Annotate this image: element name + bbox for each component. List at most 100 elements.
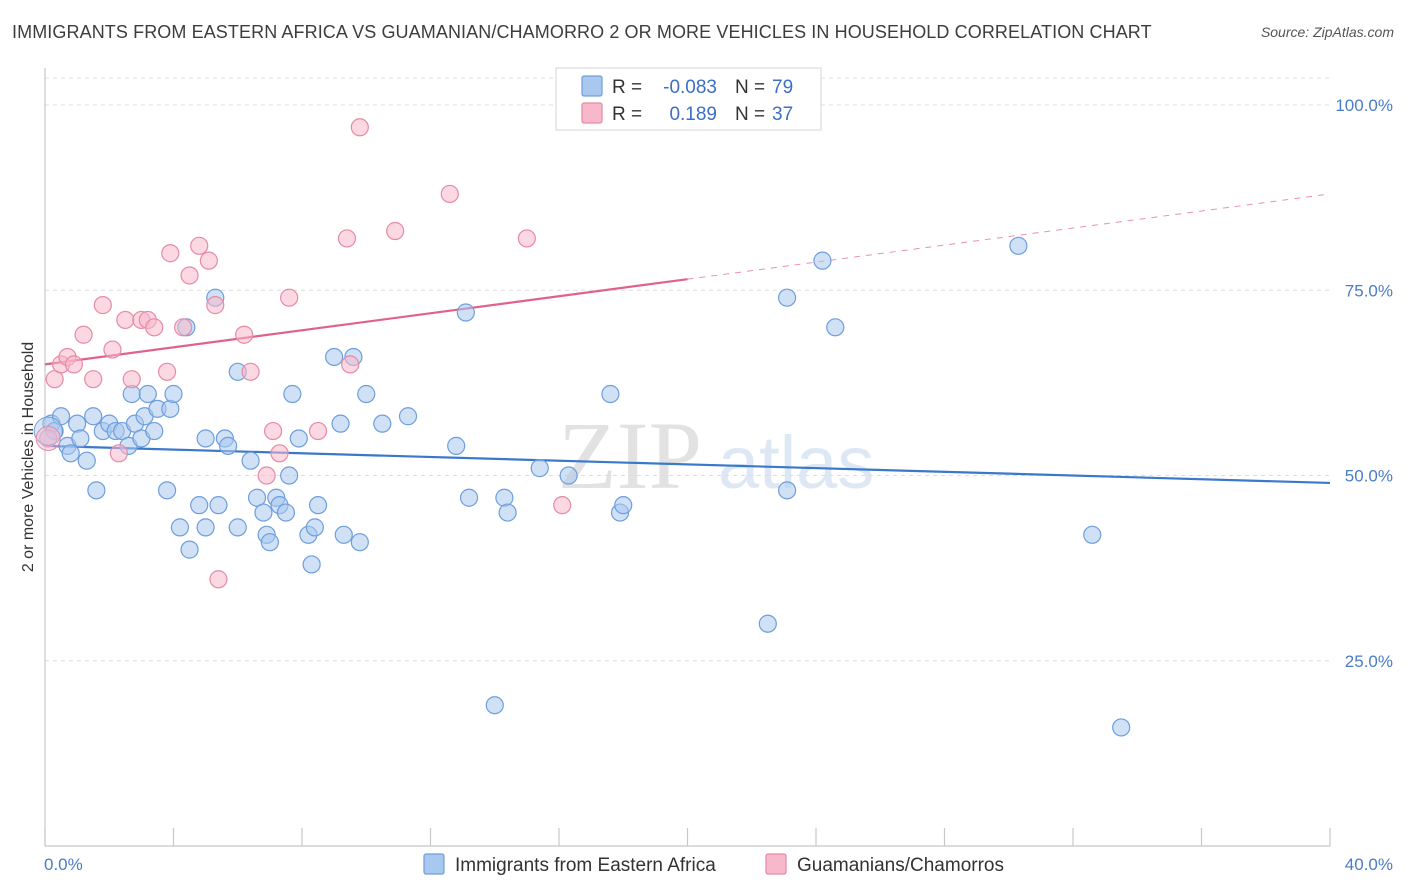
- point-eastern-africa-51: [308, 496, 328, 515]
- y-tick-labels: 100.0% 75.0% 50.0% 25.0%: [1335, 96, 1393, 671]
- legend-r-value-pink: 0.189: [669, 104, 717, 125]
- point-guamanian-17: [174, 318, 193, 337]
- point-eastern-africa-61: [456, 303, 475, 322]
- series-legend-swatch-guamanian: [765, 853, 787, 875]
- point-guamanian-36: [553, 496, 572, 515]
- point-guamanian-10: [116, 310, 135, 330]
- point-guamanian-9: [109, 444, 128, 463]
- chart-title: IMMIGRANTS FROM EASTERN AFRICA VS GUAMAN…: [12, 22, 1152, 42]
- series-legend-label-eastern-africa: Immigrants from Eastern Africa: [455, 855, 716, 876]
- point-eastern-africa-77: [1083, 525, 1102, 544]
- point-eastern-africa-75: [826, 318, 845, 337]
- point-eastern-africa-35: [228, 518, 247, 537]
- point-guamanian-16: [161, 244, 180, 263]
- point-eastern-africa-73: [777, 288, 797, 307]
- point-guamanian-33: [386, 221, 405, 241]
- point-eastern-africa-57: [357, 384, 376, 404]
- point-guamanian-14: [145, 318, 164, 337]
- point-guamanian-18: [180, 266, 199, 285]
- point-guamanian-25: [257, 466, 276, 485]
- data-points: [33, 118, 1131, 737]
- point-eastern-africa-44: [276, 503, 296, 522]
- trend-lines: [44, 193, 1331, 485]
- point-eastern-africa-27: [180, 540, 199, 559]
- trend-line-0: [44, 444, 1331, 485]
- point-guamanian-26: [263, 421, 283, 441]
- point-eastern-africa-28: [190, 496, 209, 515]
- x-tick-label-min: 0.0%: [44, 855, 83, 874]
- point-guamanian-6: [84, 370, 103, 389]
- point-eastern-africa-65: [498, 503, 517, 522]
- legend-r-label-blue: R =: [612, 77, 642, 98]
- legend-r-label-pink: R =: [612, 104, 642, 125]
- point-eastern-africa-62: [459, 488, 479, 507]
- point-eastern-africa-20: [145, 421, 164, 441]
- point-eastern-africa-70: [614, 496, 633, 515]
- point-eastern-africa-37: [241, 451, 260, 470]
- point-guamanian-23: [235, 325, 254, 344]
- correlation-legend: R = -0.083 N = 79 R = 0.189 N = 37: [555, 67, 822, 131]
- point-eastern-africa-8: [84, 407, 103, 426]
- point-eastern-africa-76: [1009, 236, 1028, 255]
- point-eastern-africa-64: [495, 488, 514, 507]
- point-eastern-africa-45: [280, 466, 299, 485]
- point-eastern-africa-54: [334, 525, 353, 544]
- point-eastern-africa-19: [138, 384, 157, 404]
- point-eastern-africa-68: [601, 384, 620, 404]
- point-eastern-africa-24: [164, 384, 183, 404]
- legend-swatch-blue: [581, 75, 603, 97]
- point-eastern-africa-63: [485, 696, 504, 715]
- point-guamanian-27: [270, 444, 289, 463]
- point-eastern-africa-56: [350, 533, 369, 552]
- legend-n-value-pink: 37: [772, 104, 793, 125]
- point-eastern-africa-39: [254, 503, 273, 522]
- point-guamanian-4: [64, 355, 84, 374]
- point-eastern-africa-52: [325, 347, 344, 367]
- y-tick-label-25: 25.0%: [1345, 652, 1393, 671]
- point-eastern-africa-34: [219, 436, 238, 455]
- point-guamanian-11: [122, 370, 141, 389]
- point-eastern-africa-9: [87, 481, 106, 500]
- series-legend: Immigrants from Eastern Africa Guamanian…: [423, 853, 1004, 876]
- point-guamanian-29: [308, 421, 328, 441]
- point-guamanian-34: [440, 184, 459, 204]
- point-eastern-africa-6: [71, 429, 90, 448]
- point-guamanian-31: [341, 355, 360, 374]
- point-eastern-africa-47: [289, 429, 308, 448]
- trend-line-1: [44, 278, 688, 366]
- point-eastern-africa-41: [260, 533, 279, 552]
- y-tick-label-75: 75.0%: [1345, 281, 1393, 300]
- series-legend-swatch-eastern-africa: [423, 853, 445, 875]
- point-eastern-africa-49: [302, 555, 321, 574]
- point-guamanian-30: [337, 229, 357, 248]
- watermark-atlas: atlas: [718, 421, 874, 504]
- point-guamanian-35: [517, 229, 536, 248]
- point-guamanian-20: [199, 251, 218, 270]
- y-axis-label: 2 or more Vehicles in Household: [20, 342, 37, 572]
- point-guamanian-21: [206, 296, 225, 315]
- point-eastern-africa-22: [157, 481, 177, 500]
- x-ticks: [44, 828, 1331, 846]
- watermark: ZIP atlas: [558, 402, 874, 509]
- point-eastern-africa-50: [305, 518, 324, 537]
- point-guamanian-0: [39, 429, 58, 448]
- point-eastern-africa-66: [530, 459, 549, 478]
- point-eastern-africa-46: [283, 384, 302, 404]
- point-guamanian-22: [209, 570, 228, 589]
- point-guamanian-7: [93, 296, 112, 315]
- point-guamanian-8: [103, 340, 122, 359]
- trend-line-extension-1: [687, 193, 1331, 280]
- point-eastern-africa-71: [758, 614, 777, 633]
- source-note: Source: ZipAtlas.com: [1260, 24, 1394, 40]
- point-eastern-africa-7: [77, 451, 96, 470]
- point-guamanian-19: [190, 236, 209, 255]
- point-eastern-africa-53: [331, 414, 350, 433]
- point-eastern-africa-4: [61, 444, 80, 463]
- point-eastern-africa-58: [373, 414, 392, 433]
- point-cluster-blue: [33, 416, 63, 446]
- legend-n-label-pink: N =: [735, 104, 765, 125]
- point-guamanian-5: [74, 325, 93, 344]
- point-eastern-africa-30: [196, 429, 215, 448]
- point-guamanian-15: [157, 362, 177, 381]
